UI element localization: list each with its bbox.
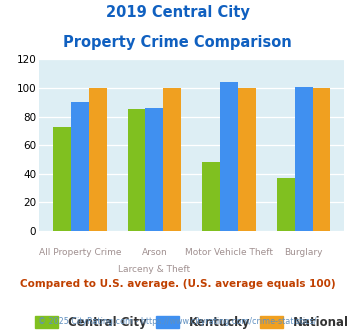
Bar bbox=[295, 86, 312, 231]
Text: Compared to U.S. average. (U.S. average equals 100): Compared to U.S. average. (U.S. average … bbox=[20, 279, 335, 289]
Bar bbox=[277, 178, 295, 231]
Bar bbox=[89, 88, 106, 231]
Legend: Central City, Kentucky, National: Central City, Kentucky, National bbox=[31, 313, 353, 330]
Bar bbox=[163, 88, 181, 231]
Text: Larceny & Theft: Larceny & Theft bbox=[118, 265, 191, 274]
Bar bbox=[127, 110, 146, 231]
Text: Property Crime Comparison: Property Crime Comparison bbox=[63, 35, 292, 50]
Bar bbox=[220, 82, 238, 231]
Text: Arson: Arson bbox=[142, 248, 167, 257]
Bar bbox=[71, 102, 89, 231]
Bar bbox=[53, 127, 71, 231]
Bar bbox=[238, 88, 256, 231]
Bar bbox=[202, 162, 220, 231]
Text: © 2025 CityRating.com - https://www.cityrating.com/crime-statistics/: © 2025 CityRating.com - https://www.city… bbox=[38, 317, 317, 326]
Text: Burglary: Burglary bbox=[284, 248, 323, 257]
Bar bbox=[312, 88, 331, 231]
Bar bbox=[146, 108, 163, 231]
Text: 2019 Central City: 2019 Central City bbox=[105, 5, 250, 20]
Text: Motor Vehicle Theft: Motor Vehicle Theft bbox=[185, 248, 273, 257]
Text: All Property Crime: All Property Crime bbox=[39, 248, 121, 257]
